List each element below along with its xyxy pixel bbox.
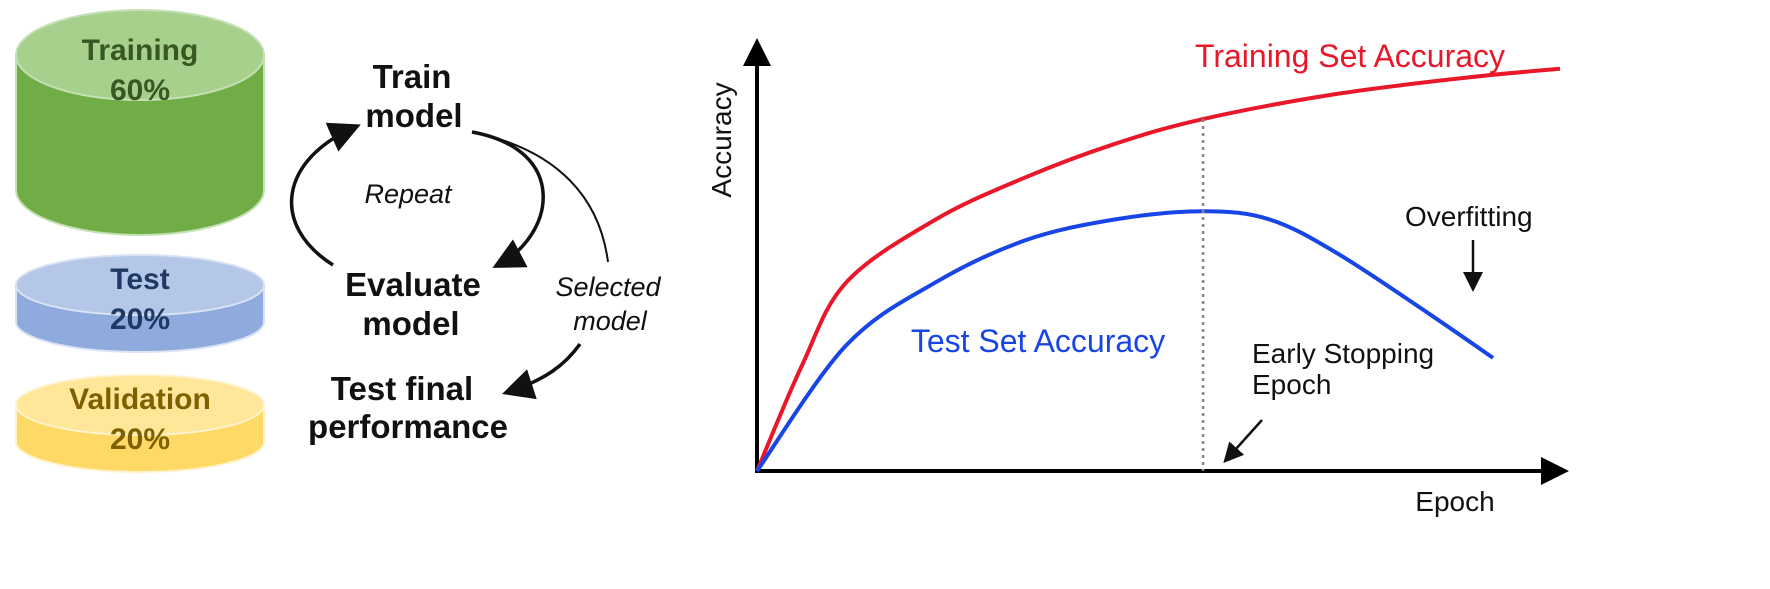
- selected-model-line2: model: [573, 306, 648, 336]
- arrow-selected-to-test: [502, 342, 582, 400]
- cylinder-validation-name: Validation: [69, 383, 211, 416]
- cylinder-training-name: Training: [82, 34, 199, 67]
- series-line-training-set-accuracy: [755, 66, 1561, 472]
- cylinder-training-body: [15, 54, 265, 236]
- series-label-test-set-accuracy: Test Set Accuracy: [911, 323, 1165, 359]
- cylinder-test: Test 20%: [15, 254, 265, 353]
- cylinder-validation-percent: 20%: [110, 423, 170, 456]
- cylinder-training-percent: 60%: [110, 74, 170, 107]
- test-final-line2: performance: [308, 408, 508, 445]
- accuracy-chart: Accuracy Epoch Training Set Accuracy Tes…: [706, 38, 1569, 517]
- series-label-training-set-accuracy: Training Set Accuracy: [1195, 38, 1505, 74]
- cylinder-test-top: [15, 254, 265, 316]
- y-axis-label: Accuracy: [706, 82, 737, 197]
- early-stopping-label-line2: Epoch: [1252, 369, 1331, 400]
- overfitting-label: Overfitting: [1405, 201, 1533, 232]
- arrow-train-to-evaluate: [471, 130, 545, 268]
- x-axis-label: Epoch: [1415, 486, 1494, 517]
- repeat-label: Repeat: [364, 179, 453, 209]
- arrow-train-to-selected: [471, 131, 609, 263]
- evaluate-model-line2: model: [362, 305, 459, 342]
- cylinder-training: Training 60%: [15, 9, 265, 236]
- series-line-test-set-accuracy: [755, 209, 1495, 473]
- early-stopping-label-line1: Early Stopping: [1252, 338, 1434, 369]
- cylinder-training-top: [15, 9, 265, 101]
- cylinder-validation-top: [15, 374, 265, 436]
- arrow-evaluate-to-train: [289, 122, 361, 267]
- selected-model-line1: Selected: [555, 272, 661, 302]
- test-final-line1: Test final: [331, 370, 473, 407]
- workflow-diagram: Train model Repeat Evaluate model Select…: [289, 58, 662, 445]
- cylinder-validation: Validation 20%: [15, 374, 265, 473]
- early-stopping-arrow: [1223, 419, 1263, 463]
- evaluate-model-line1: Evaluate: [345, 266, 481, 303]
- train-model-line2: model: [365, 97, 462, 134]
- train-model-line1: Train: [373, 58, 452, 95]
- cylinder-test-name: Test: [110, 263, 169, 296]
- cylinder-test-percent: 20%: [110, 303, 170, 336]
